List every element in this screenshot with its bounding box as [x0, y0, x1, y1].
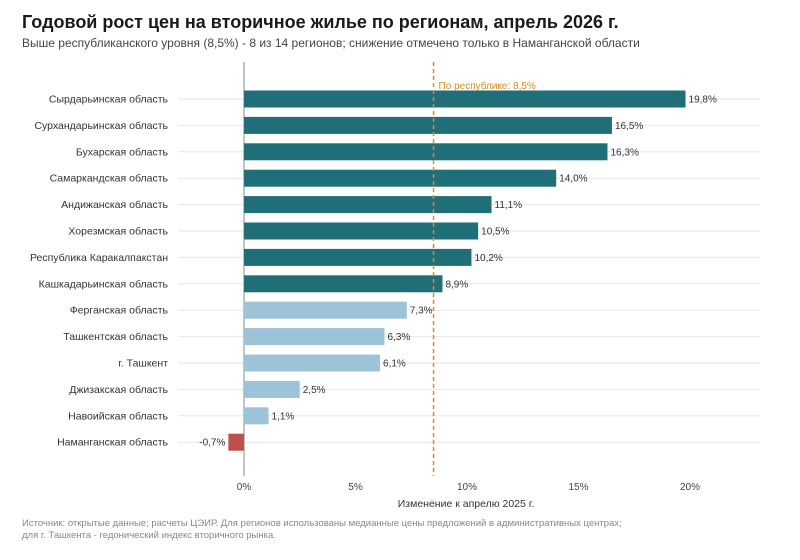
- x-axis-title: Изменение к апрелю 2025 г.: [398, 498, 535, 510]
- bar: [244, 407, 269, 425]
- value-label: 16,5%: [615, 121, 643, 132]
- value-label: 11,1%: [495, 200, 523, 211]
- value-label: 10,2%: [474, 253, 502, 264]
- bar: [228, 433, 244, 451]
- category-label: Бухарская область: [76, 146, 169, 158]
- chart-subtitle: Выше республиканского уровня (8,5%) - 8 …: [22, 36, 640, 50]
- category-label: Ташкентская область: [63, 331, 168, 343]
- bar: [244, 354, 381, 372]
- value-label: 19,8%: [689, 95, 717, 106]
- bar: [244, 196, 492, 214]
- source-note: Источник: открытые данные; расчеты ЦЭИР.…: [22, 518, 622, 542]
- bar: [244, 90, 686, 108]
- category-label: Навоийская область: [68, 410, 168, 422]
- bar: [244, 301, 407, 319]
- category-label: Сурхандарьинская область: [34, 120, 168, 132]
- value-label: 10,5%: [481, 227, 509, 238]
- value-label: 16,3%: [610, 147, 638, 158]
- bar: [244, 116, 612, 134]
- category-label: Кашкадарьинская область: [39, 278, 169, 290]
- category-label: Ферганская область: [70, 305, 169, 317]
- value-label: 14,0%: [559, 174, 587, 185]
- category-label: Самаркандская область: [50, 173, 169, 185]
- bar: [244, 328, 385, 346]
- value-label: 6,3%: [387, 332, 410, 343]
- x-tick-label: 10%: [457, 482, 477, 493]
- source-line-1: Источник: открытые данные; расчеты ЦЭИР.…: [22, 518, 622, 529]
- bar: [244, 169, 557, 187]
- bar: [244, 222, 479, 240]
- value-label: 6,1%: [383, 359, 406, 370]
- category-label: Республика Каракалпакстан: [30, 252, 168, 264]
- category-label: Хорезмская область: [68, 226, 168, 238]
- value-label: -0,7%: [199, 438, 225, 449]
- value-label: 7,3%: [410, 306, 433, 317]
- x-tick-label: 20%: [680, 482, 700, 493]
- value-label: 1,1%: [272, 411, 295, 422]
- category-label: Сырдарьинская область: [49, 94, 169, 106]
- category-label: Наманганская область: [57, 437, 168, 449]
- value-label: 2,5%: [303, 385, 326, 396]
- chart-title: Годовой рост цен на вторичное жилье по р…: [22, 12, 619, 32]
- category-label: г. Ташкент: [118, 358, 168, 370]
- x-tick-label: 5%: [348, 482, 363, 493]
- x-tick-label: 0%: [237, 482, 252, 493]
- category-label: Джизакская область: [69, 384, 168, 396]
- category-label: Андижанская область: [61, 199, 168, 211]
- value-label: 8,9%: [445, 279, 468, 290]
- x-tick-label: 15%: [568, 482, 588, 493]
- bar: [244, 248, 472, 266]
- bar: [244, 380, 300, 398]
- bar: [244, 143, 608, 161]
- source-line-2: для г. Ташкента - гедонический индекс вт…: [22, 530, 276, 541]
- reference-line-label: По республике: 8,5%: [439, 80, 536, 92]
- bar: [244, 275, 443, 293]
